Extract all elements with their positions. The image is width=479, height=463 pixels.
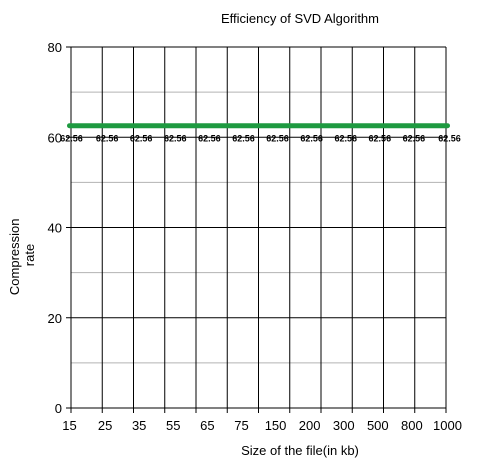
data-label: 62.56 (198, 134, 221, 144)
axes (66, 46, 447, 413)
y-tick-label: 40 (48, 221, 62, 236)
data-label: 62.56 (164, 134, 187, 144)
x-tick-label: 35 (132, 418, 146, 433)
x-tick-label: 500 (367, 418, 389, 433)
series-layer (67, 123, 450, 129)
data-point (239, 123, 244, 128)
data-label: 62.56 (266, 134, 289, 144)
data-label: 62.56 (300, 134, 323, 144)
y-tick-label: 0 (55, 401, 62, 416)
y-tick-label: 60 (48, 130, 62, 145)
x-axis-label: Size of the file(in kb) (241, 443, 359, 458)
x-tick-label: 300 (333, 418, 355, 433)
data-point (273, 123, 278, 128)
data-label: 62.56 (60, 134, 83, 144)
data-point (205, 123, 210, 128)
data-point (171, 123, 176, 128)
x-tick-label: 800 (401, 418, 423, 433)
data-point (67, 123, 72, 128)
x-tick-label: 75 (234, 418, 248, 433)
x-tick-label: 150 (265, 418, 287, 433)
data-label: 62.56 (232, 134, 255, 144)
x-tick-label: 65 (200, 418, 214, 433)
data-point (375, 123, 380, 128)
data-label: 62.56 (334, 134, 357, 144)
x-tick-label: 1000 (433, 418, 462, 433)
y-tick-label: 80 (48, 40, 62, 55)
data-point (341, 123, 346, 128)
data-point (445, 123, 450, 128)
data-labels: 62.56 62.56 62.56 62.56 62.56 62.56 62.56 62.56… (60, 134, 461, 144)
y-axis-label-line-2: rate (22, 244, 37, 266)
data-label: 62.56 (130, 134, 153, 144)
data-point (307, 123, 312, 128)
x-tick-label: 55 (166, 418, 180, 433)
x-tick-label: 200 (299, 418, 321, 433)
data-label: 62.56 (438, 134, 461, 144)
y-axis-label: Compression rate (7, 215, 37, 295)
data-label: 62.56 (96, 134, 119, 144)
data-point (103, 123, 108, 128)
x-tick-label: 15 (62, 418, 76, 433)
x-tick-label: 25 (98, 418, 112, 433)
y-tick-labels: 0 20 40 60 80 (48, 40, 62, 416)
data-label: 62.56 (403, 134, 426, 144)
grid (70, 46, 447, 409)
y-tick-label: 20 (48, 311, 62, 326)
chart-title: Efficiency of SVD Algorithm (221, 11, 379, 26)
x-tick-labels: 15 25 35 55 65 75 150 200 300 500 800 1000 (62, 418, 462, 433)
y-axis-label-line-1: Compression (7, 219, 22, 296)
data-point (137, 123, 142, 128)
data-label: 62.56 (369, 134, 392, 144)
data-point (409, 123, 414, 128)
